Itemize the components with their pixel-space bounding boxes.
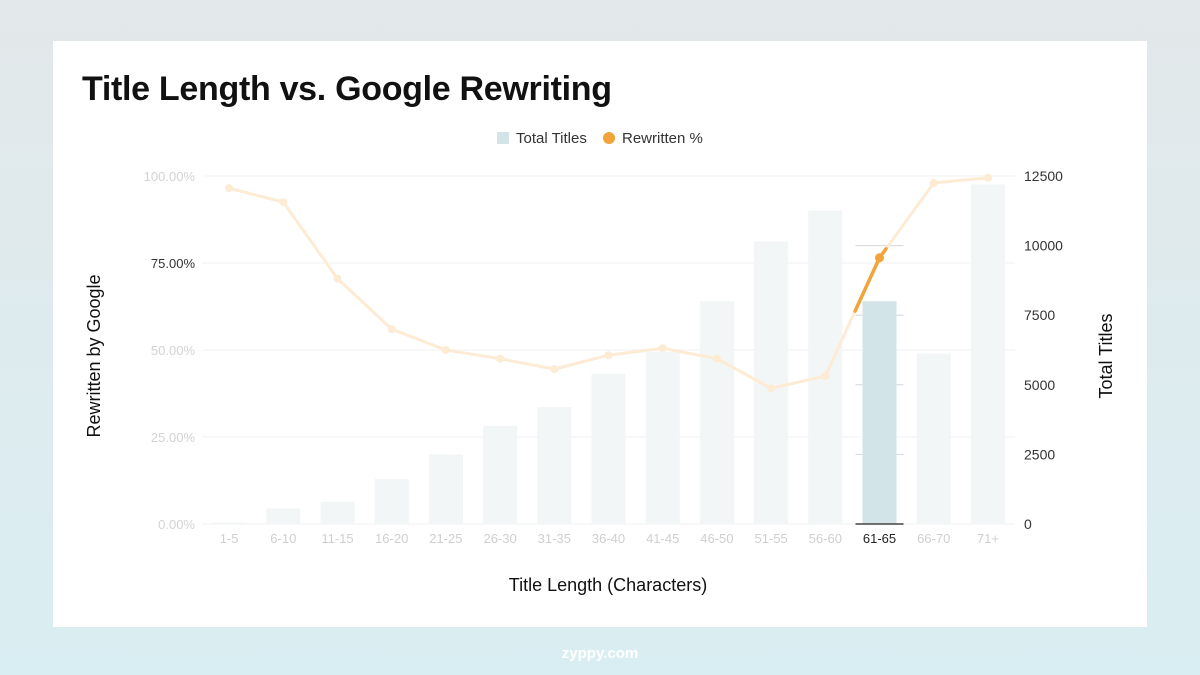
point-66-70	[929, 178, 938, 187]
bar-21-25	[428, 454, 463, 524]
bar-36-40	[591, 373, 626, 524]
point-6-10	[279, 198, 288, 207]
y-right-tick-label: 12500	[1024, 168, 1063, 184]
x-tick-label: 61-65	[863, 531, 896, 546]
bar-series-total-titles	[212, 184, 1005, 525]
bar-56-60	[808, 210, 843, 524]
axes: 0.00% 25.00% 50.00% 75.00% 100.00% 0 2500 5000 7…	[84, 168, 1116, 595]
chart-title: Title Length vs. Google Rewriting	[82, 70, 612, 108]
x-tick-label: 71+	[977, 531, 999, 546]
point-21-25	[441, 346, 450, 354]
x-tick-label: 36-40	[592, 531, 625, 546]
bar-26-30	[483, 426, 518, 524]
bar-61-65	[862, 301, 897, 524]
y-right-tick-label: 5000	[1024, 377, 1055, 393]
y-left-tick-label: 50.00%	[151, 343, 196, 358]
bar-31-35	[537, 407, 572, 524]
x-tick-label: 21-25	[429, 531, 462, 546]
y-left-tick-label: 75.00%	[151, 256, 196, 271]
x-tick-label: 46-50	[700, 531, 733, 546]
point-36-40	[604, 351, 613, 360]
y-left-tick-label: 0.00%	[158, 517, 195, 532]
bar-1-5	[212, 522, 247, 524]
legend: Total Titles Rewritten %	[497, 130, 703, 147]
bar-6-10	[266, 508, 301, 524]
legend-label-total-titles: Total Titles	[516, 130, 587, 147]
point-46-50	[712, 354, 721, 363]
legend-swatch-total-titles	[497, 132, 509, 144]
point-51-55	[767, 384, 776, 393]
x-axis-title: Title Length (Characters)	[509, 575, 707, 595]
x-tick-label: 26-30	[483, 531, 516, 546]
bar-46-50	[699, 301, 734, 524]
x-tick-label: 16-20	[375, 531, 408, 546]
x-tick-label: 51-55	[754, 531, 787, 546]
point-71+	[983, 173, 992, 182]
point-11-15	[333, 274, 342, 283]
bar-16-20	[374, 478, 409, 524]
x-tick-label: 1-5	[220, 531, 239, 546]
bar-66-70	[916, 353, 951, 524]
x-tick-label: 11-15	[321, 531, 353, 546]
y-right-tick-label: 0	[1024, 516, 1032, 532]
point-16-20	[387, 325, 396, 334]
legend-swatch-rewritten	[603, 132, 615, 144]
point-56-60	[821, 372, 830, 381]
y-right-tick-label: 10000	[1024, 238, 1063, 254]
y-left-axis-title: Rewritten by Google	[84, 274, 104, 437]
x-tick-label: 56-60	[809, 531, 842, 546]
line-series-rewritten	[225, 173, 992, 393]
bar-71+	[970, 184, 1005, 525]
legend-label-rewritten: Rewritten %	[622, 130, 703, 147]
chart-card	[53, 41, 1147, 627]
footer-brand: zyppy.com	[561, 645, 639, 662]
point-1-5	[225, 184, 234, 193]
point-26-30	[496, 354, 505, 363]
y-left-tick-label: 100.00%	[144, 169, 196, 184]
x-tick-label: 6-10	[270, 531, 296, 546]
x-tick-label: 41-45	[646, 531, 679, 546]
bar-11-15	[320, 501, 355, 524]
bar-41-45	[645, 351, 680, 524]
y-right-tick-label: 7500	[1024, 307, 1055, 323]
x-tick-label: 66-70	[917, 531, 950, 546]
y-left-tick-label: 25.00%	[151, 430, 196, 445]
point-highlight	[875, 253, 884, 263]
y-right-tick-label: 2500	[1024, 446, 1055, 462]
point-31-35	[550, 365, 559, 374]
y-right-axis-title: Total Titles	[1096, 313, 1116, 398]
point-41-45	[658, 344, 667, 353]
x-tick-label: 31-35	[538, 531, 571, 546]
